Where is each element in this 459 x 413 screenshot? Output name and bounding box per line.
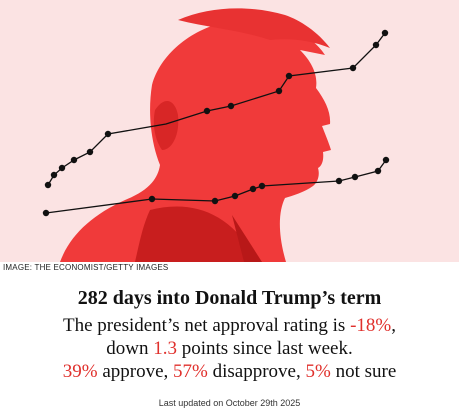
trend-point [275,87,283,95]
last-updated: Last updated on October 29th 2025 [158,398,301,408]
trend-point [42,209,50,217]
approval-summary: The president’s net approval rating is -… [0,314,459,383]
trend-point [349,64,357,72]
net-approval-suffix: , [391,315,396,336]
trend-point [231,192,239,200]
trend-point [211,197,219,205]
approve-label: approve, [97,361,174,382]
trend-point [203,107,211,115]
approve-value: 39% [62,361,98,382]
trend-point [382,156,390,164]
weekly-change-suffix: points since last week. [177,338,353,359]
trend-point [351,173,359,181]
breakdown-line: 39% approve, 57% disapprove, 5% not sure [0,360,459,383]
disapprove-label: disapprove, [207,361,306,382]
headline: 282 days into Donald Trump’s term [77,287,382,309]
trend-point [104,130,112,138]
trend-point [50,171,58,179]
net-approval-line: The president’s net approval rating is -… [0,314,459,337]
image-credit: IMAGE: THE ECONOMIST/GETTY IMAGES [3,263,169,272]
trend-point [381,29,389,37]
trend-point [227,102,235,110]
approval-trend [42,156,390,217]
disapproval-trend [44,29,389,189]
trend-point [58,164,66,172]
trend-point [44,181,52,189]
trend-point [70,156,78,164]
weekly-change-prefix: down [106,338,154,359]
trend-point [335,177,343,185]
weekly-change-line: down 1.3 points since last week. [0,337,459,360]
trend-point [285,72,293,80]
weekly-change-value: 1.3 [153,338,177,359]
not-sure-label: not sure [330,361,397,382]
disapprove-value: 57% [173,361,208,382]
trend-point [258,182,266,190]
trend-point [374,167,382,175]
portrait-illustration [42,8,390,262]
portrait-silhouette [60,8,331,262]
net-approval-value: -18% [350,315,392,336]
trend-point [372,41,380,49]
trend-point [86,148,94,156]
hero-image [0,0,459,262]
net-approval-prefix: The president’s net approval rating is [63,315,351,336]
trend-point [148,195,156,203]
not-sure-value: 5% [305,361,331,382]
trend-point [249,185,257,193]
